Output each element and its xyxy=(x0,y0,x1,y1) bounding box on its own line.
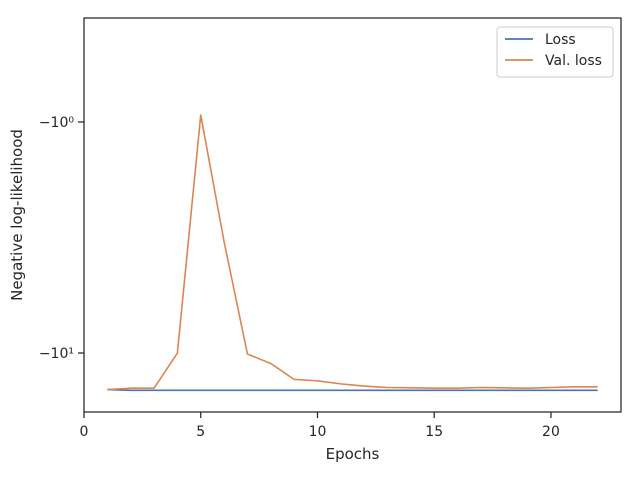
x-tick-label: 20 xyxy=(542,424,560,440)
x-tick-label: 10 xyxy=(309,424,327,440)
x-axis-label: Epochs xyxy=(326,445,380,463)
series-line-2 xyxy=(107,114,598,391)
plot-frame xyxy=(83,17,622,413)
y-tick-label: −10¹ xyxy=(39,346,74,362)
y-axis-label: Negative log-likelihood xyxy=(8,129,26,301)
x-tick-label: 5 xyxy=(196,424,205,440)
series-line-1 xyxy=(107,388,598,392)
x-tick-label: 0 xyxy=(80,424,89,440)
legend: Loss Val. loss xyxy=(496,26,614,78)
legend-label-2: Val. loss xyxy=(545,53,602,69)
ticks-layer: 0 5 10 15 20 −10⁰ −10¹ xyxy=(39,115,560,440)
y-tick-label: −10⁰ xyxy=(39,115,75,131)
x-tick-label: 15 xyxy=(425,424,443,440)
legend-label-1: Loss xyxy=(545,32,576,48)
series-layer xyxy=(107,114,598,392)
